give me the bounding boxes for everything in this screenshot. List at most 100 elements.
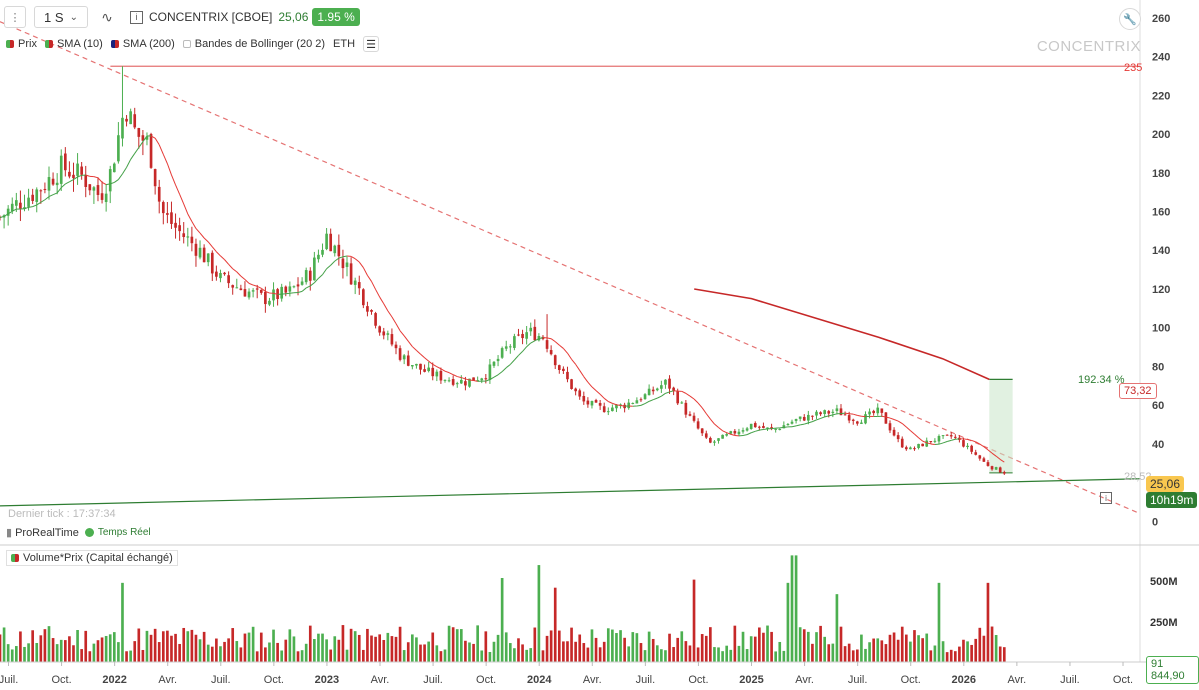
sma10-segment [444, 370, 450, 374]
volume-bar [104, 635, 108, 662]
candle-body [121, 117, 124, 139]
info-marker-icon[interactable]: i [1100, 492, 1112, 504]
sma10-segment [550, 338, 556, 343]
measurement-area [989, 379, 1013, 473]
candle-body [325, 233, 328, 250]
volume-bar [737, 645, 741, 662]
volume-bar [374, 636, 377, 662]
sma10-segment [236, 271, 242, 277]
volume-bar [247, 632, 251, 662]
sma10-segment [714, 423, 719, 428]
volume-bar [896, 639, 900, 662]
volume-bar [696, 647, 700, 662]
candle-body [492, 361, 496, 366]
info-icon[interactable]: i [130, 10, 143, 24]
volume-bar [31, 630, 34, 662]
wrench-button[interactable]: 🔧 [1119, 8, 1141, 30]
sma10-segment [285, 292, 290, 295]
countdown-label: 10h19m [1146, 492, 1198, 508]
timeframe-select[interactable]: 1 S ⌄ [34, 6, 88, 28]
volume-bar [43, 629, 47, 662]
volume-bar [492, 641, 496, 662]
volume-bar [55, 644, 59, 662]
volume-bar [157, 642, 161, 662]
candle-body [496, 358, 500, 362]
volume-bar [725, 645, 729, 662]
volume-legend[interactable]: Volume*Prix (Capital échangé) [6, 550, 178, 566]
moving-averages [0, 135, 1005, 463]
volume-tick-500: 500M [1150, 576, 1178, 588]
sma10-segment [612, 402, 617, 406]
candles [0, 66, 1006, 475]
sma10-segment [154, 137, 160, 146]
sma10-segment [603, 397, 609, 402]
volume-bar [835, 594, 839, 662]
volume-bar [112, 632, 116, 662]
volume-bar [161, 631, 165, 662]
grid-icon: ⋮ [9, 11, 21, 24]
candle-body [166, 213, 169, 215]
candle-body [970, 445, 973, 452]
candle-body [692, 415, 696, 421]
candle-body [851, 419, 855, 421]
chart-type-button[interactable]: ∿ [94, 6, 120, 28]
candle-body [721, 434, 724, 439]
sma10-segment [832, 413, 838, 416]
volume-bar [117, 642, 120, 662]
sma10-segment [685, 392, 691, 397]
candle-body [815, 411, 818, 416]
candle-body [382, 331, 386, 336]
candle-body [55, 182, 59, 186]
sma10-segment [138, 141, 144, 148]
candle-body [807, 414, 810, 421]
volume-bar [602, 641, 606, 662]
settings-button[interactable]: ⋮ [4, 6, 26, 28]
candle-body [606, 411, 610, 413]
volume-bar [137, 628, 141, 662]
legend-sma10[interactable]: SMA (10) [44, 38, 103, 50]
candle-body [904, 447, 908, 450]
volume-bar [194, 634, 198, 662]
legend-sma200[interactable]: SMA (200) [110, 38, 175, 50]
eth-toggle[interactable]: ETH [333, 38, 355, 50]
candle-body [725, 434, 729, 436]
volume-bar [831, 643, 835, 662]
volume-bar [366, 628, 369, 662]
candle-body [717, 438, 720, 441]
volume-bar [170, 635, 173, 662]
legend-bollinger[interactable]: Bandes de Bollinger (20 2) [182, 38, 325, 50]
candle-body [80, 166, 83, 175]
volume-bar [570, 627, 573, 662]
candle-body [194, 243, 198, 256]
sma10-segment [3, 213, 9, 217]
volume-bar [941, 641, 945, 662]
legend-prix[interactable]: Prix [6, 38, 37, 50]
legend-menu-button[interactable]: ☰ [363, 36, 380, 52]
sma10-segment [142, 135, 148, 143]
instrument-name[interactable]: CONCENTRIX [CBOE] [149, 10, 273, 24]
sma10-segment [942, 441, 948, 444]
sma10-segment [367, 275, 372, 282]
candle-body [749, 423, 753, 429]
candle-body [27, 197, 30, 207]
sma10-segment [648, 399, 654, 402]
candle-body [876, 407, 880, 414]
candle-body [500, 348, 504, 358]
candle-body [308, 270, 312, 281]
candle-body [896, 435, 900, 440]
candle-body [945, 434, 949, 436]
volume-bar [684, 641, 688, 662]
candle-body [680, 402, 684, 404]
volume-bar [774, 651, 778, 662]
volume-bar [153, 628, 157, 662]
y-tick-label: 240 [1152, 52, 1170, 64]
sma10-segment [260, 287, 266, 292]
sma10-segment [930, 443, 935, 445]
candle-body [104, 193, 108, 203]
brand-name: ProRealTime [15, 526, 79, 539]
sma10-segment [563, 348, 568, 354]
candle-body [888, 423, 892, 431]
candle-body [68, 171, 71, 177]
x-tick-label: 2026 [952, 674, 976, 686]
